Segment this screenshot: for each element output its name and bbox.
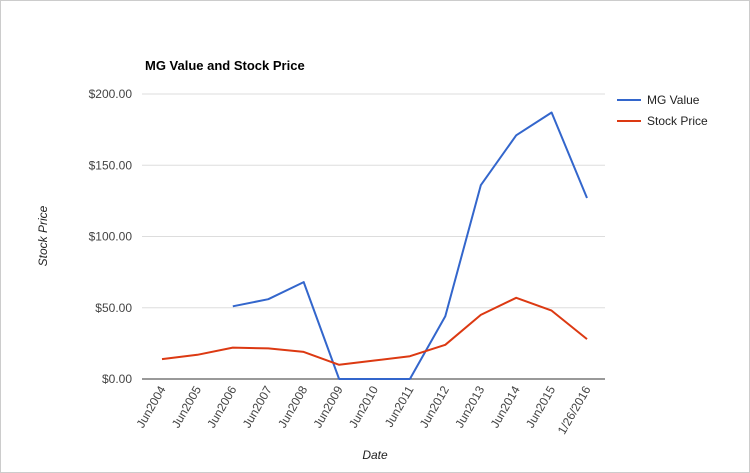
legend-label: Stock Price xyxy=(647,114,708,128)
gridlines xyxy=(142,93,605,309)
x-axis-label: Date xyxy=(362,448,388,462)
y-tick-label: $150.00 xyxy=(89,158,133,172)
legend: MG Value Stock Price xyxy=(617,93,708,128)
series-line-stock-price xyxy=(161,296,588,366)
y-tick-label: $50.00 xyxy=(95,301,132,315)
y-axis-label: Stock Price xyxy=(36,205,50,266)
y-tick-label: $200.00 xyxy=(89,87,133,101)
y-axis-ticks: $0.00 $50.00 $100.00 $150.00 $200.00 xyxy=(89,87,133,386)
legend-label: MG Value xyxy=(647,93,700,107)
y-tick-label: $100.00 xyxy=(89,230,133,244)
series-line-mg-value xyxy=(232,111,588,380)
y-tick-label: $0.00 xyxy=(102,372,132,386)
series-lines xyxy=(161,111,588,380)
chart-title: MG Value and Stock Price xyxy=(145,58,305,73)
